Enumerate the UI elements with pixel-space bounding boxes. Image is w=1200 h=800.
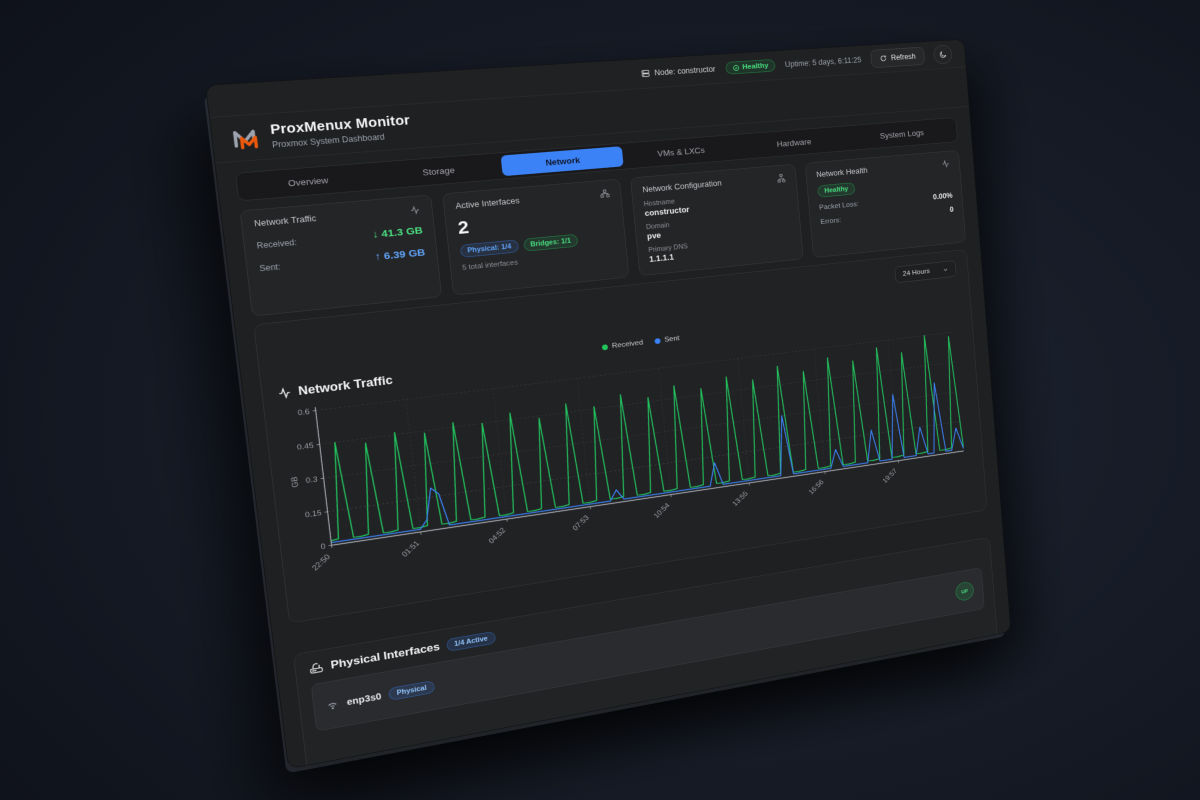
interface-type-badge: Physical [388, 680, 435, 701]
server-icon [640, 69, 650, 78]
tab-vms-lxcs[interactable]: VMs & LXCs [656, 145, 706, 159]
node-label: Node: constructor [654, 64, 716, 78]
sent-value: ↑ 6.39 GB [374, 246, 426, 263]
svg-text:0.15: 0.15 [305, 508, 323, 519]
tab-hardware[interactable]: Hardware [776, 136, 812, 149]
svg-text:10:54: 10:54 [652, 501, 671, 520]
network-traffic-chart-card: 24 Hours Network Traffic [253, 249, 988, 624]
refresh-icon [879, 55, 887, 63]
errors-value: 0 [949, 205, 954, 214]
svg-text:22:50: 22:50 [310, 552, 332, 572]
moon-icon [939, 50, 948, 59]
svg-text:19:57: 19:57 [881, 467, 899, 485]
physical-count-badge: Physical: 1/4 [459, 239, 519, 258]
activity-icon [277, 386, 293, 400]
received-value: ↓ 41.3 GB [372, 224, 424, 241]
refresh-button[interactable]: Refresh [870, 46, 926, 69]
svg-text:16:56: 16:56 [807, 478, 825, 496]
interface-status-badge: UP [954, 580, 975, 602]
chevron-down-icon [942, 266, 949, 273]
refresh-label: Refresh [890, 52, 916, 63]
bridges-count-badge: Bridges: 1/1 [522, 233, 579, 252]
hierarchy-icon [776, 173, 786, 183]
active-count-badge: 1/4 Active [446, 631, 496, 652]
network-health-card: Network Health Healthy Packet Loss: 0.00… [804, 150, 967, 259]
health-status-badge: Healthy [724, 59, 776, 75]
main-content: Overview Storage Network VMs & LXCs Hard… [215, 107, 1011, 770]
sent-label: Sent: [258, 261, 282, 274]
time-range-value: 24 Hours [902, 267, 931, 278]
svg-text:13:55: 13:55 [731, 489, 750, 507]
tab-storage[interactable]: Storage [421, 164, 456, 178]
tab-overview[interactable]: Overview [287, 174, 329, 189]
network-traffic-card: Network Traffic Received: ↓ 41.3 GB Sent… [239, 194, 443, 317]
tab-network[interactable]: Network [500, 146, 624, 177]
svg-text:07:53: 07:53 [571, 513, 591, 532]
card-title: Active Interfaces [455, 196, 520, 211]
traffic-line-chart: 0 0.15 0.3 0.45 0.6 22:50 01:51 04:52 07:53 10:54… [289, 324, 975, 572]
wifi-icon [325, 698, 339, 712]
packet-loss-value: 0.00% [932, 191, 953, 202]
interface-name: enp3s0 [346, 690, 382, 708]
theme-toggle-button[interactable] [932, 44, 953, 65]
health-status-label: Healthy [742, 61, 769, 72]
card-title: Network Configuration [642, 178, 722, 195]
network-nodes-icon [599, 188, 610, 198]
svg-text:0.6: 0.6 [297, 407, 310, 417]
svg-text:0.45: 0.45 [296, 441, 314, 452]
card-title: Network Traffic [253, 213, 317, 229]
svg-text:01:51: 01:51 [400, 539, 421, 559]
activity-icon [409, 205, 421, 216]
dashboard-window: Node: constructor Healthy Uptime: 5 days… [205, 38, 1012, 770]
check-circle-icon [732, 64, 740, 71]
svg-text:GB: GB [289, 476, 300, 488]
app-title-block: ProxMenux Monitor Proxmox System Dashboa… [270, 113, 412, 150]
svg-text:0.3: 0.3 [305, 474, 318, 484]
tab-system-logs[interactable]: System Logs [879, 127, 925, 141]
network-configuration-card: Network Configuration Hostname construct… [630, 163, 804, 277]
svg-text:0: 0 [320, 542, 326, 551]
svg-text:04:52: 04:52 [487, 526, 508, 545]
health-badge: Healthy [817, 182, 856, 198]
packet-loss-label: Packet Loss: [818, 200, 859, 212]
router-icon [308, 660, 324, 675]
activity-icon [941, 159, 950, 169]
received-label: Received: [256, 237, 298, 251]
active-interfaces-card: Active Interfaces 2 Physical: 1/4 Bridge… [442, 178, 630, 296]
node-indicator: Node: constructor [640, 64, 716, 79]
proxmenux-logo [229, 123, 263, 152]
errors-label: Errors: [820, 216, 842, 226]
uptime-text: Uptime: 5 days, 6:11:25 [784, 55, 862, 69]
